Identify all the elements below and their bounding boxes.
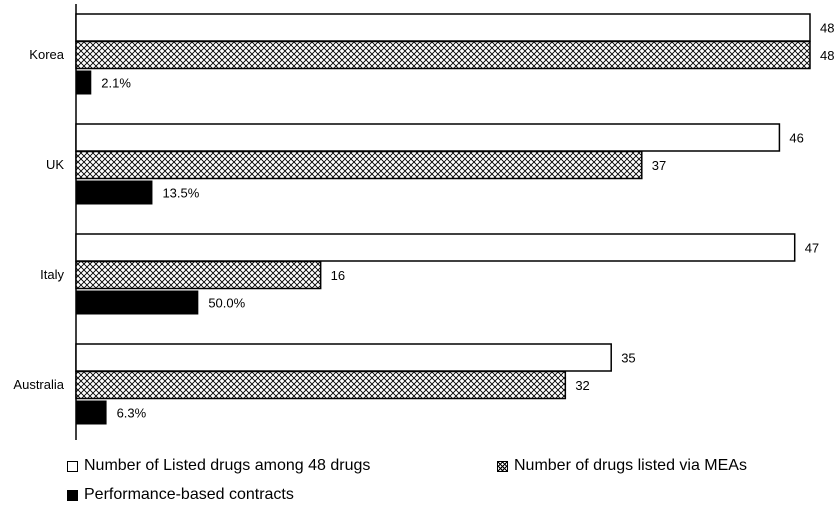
bar-black-australia (76, 400, 107, 425)
data-label-black-korea: 2.1% (101, 76, 131, 91)
legend-item-listed: Number of Listed drugs among 48 drugs (67, 457, 370, 475)
bar-white-italy (75, 233, 796, 262)
data-label-black-italy: 50.0% (208, 296, 245, 311)
legend-swatch-hatch (497, 460, 508, 472)
category-label-korea: Korea (29, 47, 64, 62)
legend-swatch-black (67, 489, 78, 501)
legend-item-meas: Number of drugs listed via MEAs (497, 457, 747, 475)
legend-label-listed: Number of Listed drugs among 48 drugs (84, 457, 371, 474)
data-label-black-uk: 13.5% (162, 186, 199, 201)
category-label-uk: UK (46, 157, 64, 172)
data-label-white-australia: 35 (621, 351, 635, 366)
data-label-hatch-australia: 32 (575, 378, 589, 393)
category-label-australia: Australia (13, 377, 64, 392)
bar-white-uk (75, 123, 781, 152)
data-label-white-korea: 48 (820, 21, 834, 36)
bar-white-korea (75, 13, 811, 42)
data-label-white-uk: 46 (789, 131, 803, 146)
data-label-black-australia: 6.3% (117, 406, 147, 421)
legend-swatch-white (67, 460, 78, 472)
legend-label-meas: Number of drugs listed via MEAs (514, 457, 747, 474)
legend-label-performance: Performance-based contracts (84, 486, 294, 503)
bar-black-uk (76, 180, 153, 205)
data-label-hatch-korea: 48 (820, 48, 834, 63)
legend-item-performance: Performance-based contracts (67, 486, 294, 504)
bar-white-australia (75, 343, 612, 372)
bar-hatch-italy (75, 260, 322, 290)
data-label-hatch-italy: 16 (331, 268, 345, 283)
bar-hatch-uk (75, 150, 643, 180)
bar-hatch-korea (75, 40, 811, 70)
bar-chart: 48 48 2.1% Korea 46 37 13.5% UK 47 16 50.0% Italy 35… (13, 4, 834, 440)
data-label-hatch-uk: 37 (652, 158, 666, 173)
bar-black-italy (76, 290, 199, 315)
category-label-italy: Italy (40, 267, 64, 282)
data-label-white-italy: 47 (805, 241, 819, 256)
bar-black-korea (76, 70, 92, 95)
bar-hatch-australia (75, 370, 567, 400)
